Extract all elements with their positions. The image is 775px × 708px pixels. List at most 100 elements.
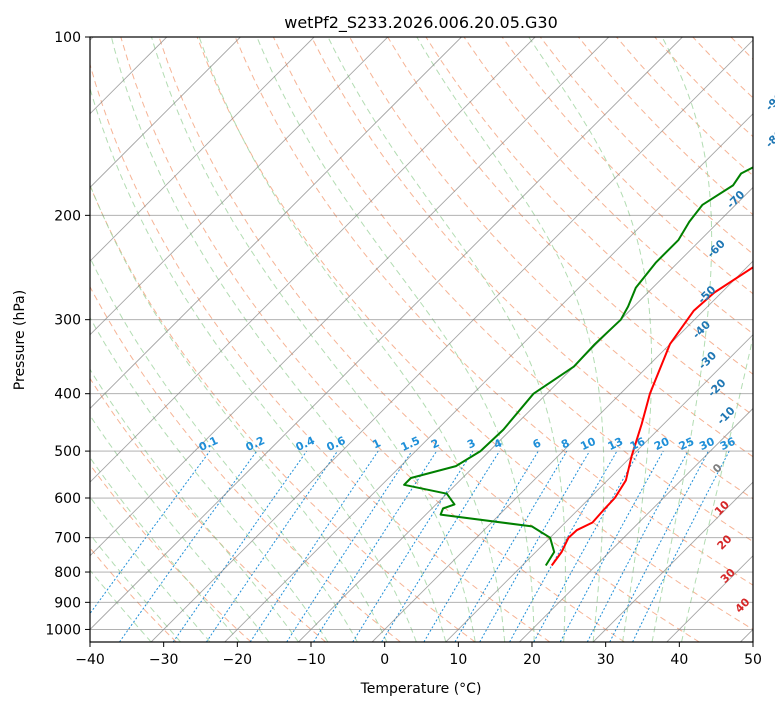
dry-adiabat-line (578, 37, 753, 216)
background-lines (90, 37, 775, 642)
moist-adiabat-line (528, 37, 653, 642)
mixing-ratio-label: 3 (465, 436, 477, 451)
isotherm-line (592, 481, 753, 642)
dry-adiabat-label: -60 (705, 237, 728, 260)
x-tick-label: 0 (380, 652, 389, 668)
dry-adiabat-line (272, 37, 753, 543)
moist-adiabat-line (651, 37, 713, 642)
isotherm-line (90, 37, 241, 189)
mixing-ratio-label: 6 (531, 436, 544, 451)
dry-adiabat-line (769, 37, 775, 642)
dry-adiabat-label: -30 (696, 349, 719, 372)
dry-adiabat-label: -70 (724, 188, 747, 211)
moist-adiabat-line (110, 37, 447, 642)
isotherm-line (90, 37, 315, 262)
dry-adiabat-label: 20 (715, 532, 735, 552)
y-tick-label: 700 (54, 531, 81, 547)
isotherm-line (519, 407, 753, 642)
y-axis-title: Pressure (hPa) (12, 290, 28, 390)
y-tick-label: 800 (54, 565, 81, 581)
x-axis: −40 −30 −20 −10 0 10 20 30 40 50 (75, 642, 762, 668)
moist-adiabat-line (198, 37, 506, 642)
isotherm-line (150, 39, 753, 642)
dry-adiabat-label: -90 (763, 90, 775, 113)
y-tick-label: 1000 (45, 622, 81, 638)
moist-adiabat-line (416, 37, 605, 642)
mixing-ratio-line (90, 450, 211, 615)
moist-adiabat-line (90, 183, 388, 642)
dry-adiabat-line (539, 37, 753, 255)
dry-adiabat-line (90, 377, 327, 642)
plot-frame (89, 36, 754, 643)
moist-adiabat-line (90, 456, 240, 642)
y-tick-label: 400 (54, 387, 81, 403)
isotherm-line (740, 628, 753, 642)
mixing-ratio-line (559, 450, 664, 642)
moist-adiabat-line (256, 37, 535, 642)
x-tick-label: 10 (449, 652, 467, 668)
mixing-ratio-label: 13 (606, 435, 625, 453)
dry-adiabat-line (196, 37, 753, 630)
mixing-ratio-label: 30 (697, 435, 717, 453)
mixing-ratio-line (533, 450, 640, 642)
mixing-ratio-line (454, 450, 568, 642)
isotherm-line (90, 37, 683, 631)
mixing-ratio-label: 2 (429, 436, 441, 451)
mixing-ratio-line (423, 450, 539, 642)
dry-adiabat-line (463, 37, 753, 335)
mixing-ratio-line (313, 450, 438, 642)
moist-adiabat-line (90, 496, 211, 642)
dewpoint-profile (403, 166, 753, 567)
isotherm-line (371, 260, 753, 642)
temperature-profile (550, 266, 753, 567)
moist-adiabat-line (327, 37, 566, 642)
moist-adiabat-line (151, 37, 476, 642)
isotherm-line (90, 37, 610, 557)
mixing-ratio-label: 16 (628, 435, 648, 453)
moist-adiabat-line (90, 414, 270, 642)
x-tick-label: −20 (223, 652, 253, 668)
isotherm-line (90, 37, 536, 483)
mixing-ratio-line (632, 450, 730, 642)
dry-adiabat-label: -40 (690, 318, 713, 341)
dry-adiabat-line (387, 37, 753, 416)
y-tick-label: 200 (54, 208, 81, 224)
dry-adiabat-line (234, 37, 753, 586)
x-tick-label: −40 (75, 652, 105, 668)
mixing-ratio-line (609, 450, 709, 642)
x-tick-label: 20 (523, 652, 541, 668)
x-axis-title: Temperature (°C) (360, 681, 482, 697)
mixing-ratio-line (205, 450, 338, 642)
moist-adiabat-line (90, 256, 358, 642)
isotherm-line (90, 37, 389, 336)
isotherm-line (445, 334, 753, 642)
dry-adiabat-line (90, 463, 252, 642)
x-tick-label: 40 (670, 652, 688, 668)
grid-lines (90, 37, 753, 642)
mixing-ratio-label: 36 (718, 435, 738, 453)
mixing-ratio-label: 20 (652, 435, 672, 453)
dry-adiabat-line (501, 37, 753, 295)
dry-adiabat-label: -10 (714, 404, 737, 427)
moist-adiabat-line (681, 334, 753, 642)
mixing-ratio-line (249, 450, 379, 642)
x-tick-label: 30 (597, 652, 615, 668)
y-tick-label: 300 (54, 313, 81, 329)
mixing-ratio-line (586, 450, 689, 642)
mixing-ratio-label: 25 (677, 435, 696, 453)
dry-adiabat-line (311, 37, 753, 500)
dry-adiabat-label: -50 (695, 283, 718, 306)
x-tick-label: 50 (744, 652, 762, 668)
dry-adiabat-label: 40 (733, 595, 753, 615)
isotherm-line (666, 555, 753, 642)
mixing-ratio-line (352, 450, 474, 642)
y-tick-label: 100 (54, 30, 81, 46)
moist-adiabat-line (90, 569, 152, 642)
mixing-ratio-line (286, 450, 413, 642)
dry-adiabat-line (90, 285, 401, 642)
mixing-ratio-line (172, 450, 308, 642)
mixing-ratio-label: 10 (578, 435, 598, 453)
y-axis: 100 200 300 400 500 600 700 800 900 1000 (45, 30, 90, 638)
moist-adiabat-line (90, 533, 181, 642)
y-tick-label: 600 (54, 491, 81, 507)
